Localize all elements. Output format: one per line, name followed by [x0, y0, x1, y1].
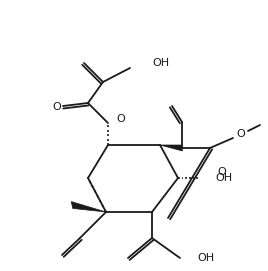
Text: OH: OH: [197, 253, 214, 263]
Text: OH: OH: [152, 58, 169, 68]
Polygon shape: [71, 202, 106, 212]
Polygon shape: [160, 145, 183, 151]
Text: O: O: [53, 102, 61, 112]
Text: O: O: [237, 129, 245, 139]
Text: O: O: [218, 167, 226, 177]
Text: OH: OH: [215, 173, 232, 183]
Text: O: O: [116, 114, 125, 124]
